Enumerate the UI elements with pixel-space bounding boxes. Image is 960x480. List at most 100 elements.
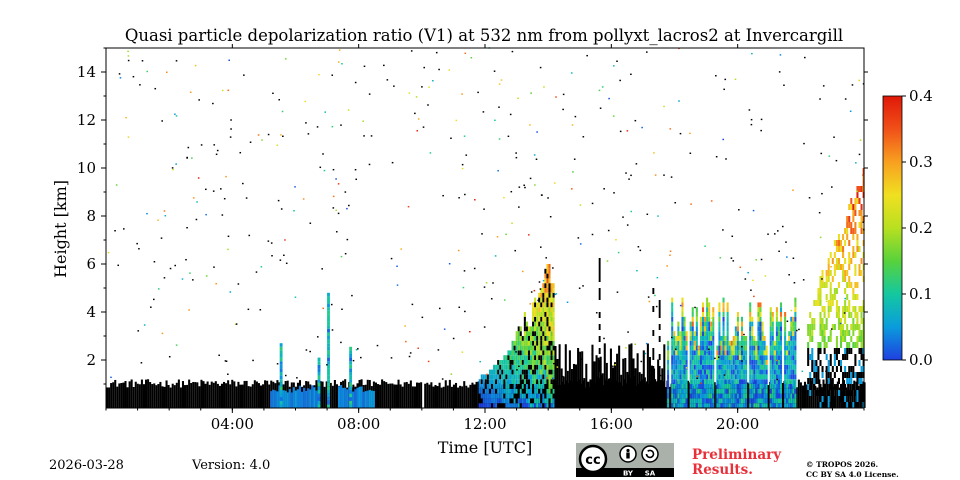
heatmap-cell-cloud bbox=[697, 374, 700, 380]
heatmap-cell-layer bbox=[827, 312, 830, 318]
heatmap-cell-cloud bbox=[499, 384, 502, 389]
heatmap-cell-cloud bbox=[706, 384, 709, 389]
heatmap-cell-boundary bbox=[329, 382, 332, 408]
heatmap-cell-cloud bbox=[708, 403, 711, 408]
heatmap-cell-cloud bbox=[779, 384, 783, 389]
heatmap-cell-cloud bbox=[792, 350, 795, 356]
heatmap-cell-boundary bbox=[465, 385, 468, 408]
heatmap-cell-boundary bbox=[852, 372, 855, 378]
heatmap-cell-cloud bbox=[757, 403, 760, 408]
heatmap-cell-boundary bbox=[116, 386, 119, 408]
heatmap-cell-cloud bbox=[540, 393, 543, 399]
heatmap-cell-cloud bbox=[786, 364, 789, 370]
heatmap-cell-cloud bbox=[788, 364, 791, 370]
heatmap-cell-cloud bbox=[530, 388, 533, 394]
heatmap-cell-cloud bbox=[532, 369, 535, 375]
heatmap-cell-cloud bbox=[503, 374, 506, 380]
heatmap-cell-boundary bbox=[829, 360, 832, 366]
heatmap-speck bbox=[223, 197, 226, 200]
heatmap-cell-boundary bbox=[858, 378, 861, 384]
heatmap-speck bbox=[225, 360, 228, 362]
heatmap-cell-layer bbox=[835, 336, 838, 342]
heatmap-cell-cloud bbox=[525, 388, 528, 394]
heatmap-cell-cloud bbox=[701, 321, 705, 327]
heatmap-cell-cloud bbox=[726, 369, 729, 375]
heatmap-speck bbox=[613, 192, 615, 194]
heatmap-speck bbox=[323, 169, 326, 172]
heatmap-speck bbox=[479, 360, 481, 363]
heatmap-cell-cloud bbox=[507, 369, 510, 375]
heatmap-cell-cloud bbox=[697, 355, 700, 360]
heatmap-cell-cloud bbox=[542, 331, 545, 336]
heatmap-cell-boundary bbox=[432, 386, 435, 408]
heatmap-speck bbox=[164, 215, 167, 217]
heatmap-cell-cloud bbox=[708, 398, 711, 404]
heatmap-cell-aerosol bbox=[309, 389, 312, 408]
heatmap-cell-layer bbox=[829, 330, 832, 336]
heatmap-cell-layer bbox=[819, 330, 822, 336]
heatmap-cell-cloud bbox=[540, 374, 543, 380]
heatmap-cell-layer bbox=[854, 204, 857, 210]
heatmap-cell-cloud bbox=[681, 312, 684, 317]
heatmap-cell-cloud bbox=[536, 316, 539, 322]
heatmap-cell-column bbox=[327, 400, 330, 405]
heatmap-cell-cloud bbox=[685, 350, 688, 356]
heatmap-cell-cloud bbox=[736, 336, 739, 341]
heatmap-cell-cloud bbox=[552, 297, 555, 303]
heatmap-cell-cloud bbox=[775, 345, 778, 351]
heatmap-cell-cloud bbox=[773, 403, 776, 408]
heatmap-cell-boundary bbox=[658, 300, 661, 306]
heatmap-cell-cloud bbox=[525, 350, 528, 356]
heatmap-cell-aerosol bbox=[370, 390, 373, 408]
heatmap-cell-boundary bbox=[132, 386, 135, 408]
heatmap-cell-layer bbox=[858, 210, 861, 216]
heatmap-cell-cloud bbox=[699, 350, 702, 356]
heatmap-cell-cloud bbox=[538, 360, 541, 365]
heatmap-cell-cloud bbox=[777, 369, 780, 375]
heatmap-speck bbox=[647, 296, 650, 298]
heatmap-cell-cloud bbox=[786, 403, 789, 408]
heatmap-speck bbox=[409, 352, 412, 354]
heatmap-speck bbox=[318, 73, 320, 76]
heatmap-cell-cloud bbox=[525, 321, 528, 327]
heatmap-speck bbox=[189, 272, 191, 274]
heatmap-speck bbox=[510, 190, 513, 193]
heatmap-cell-boundary bbox=[589, 379, 592, 408]
heatmap-cell-aerosol bbox=[346, 389, 349, 408]
heatmap-cell-cloud bbox=[540, 292, 543, 298]
heatmap-cell-boundary bbox=[827, 378, 830, 384]
heatmap-cell-cloud bbox=[755, 345, 758, 351]
heatmap-cell-cloud bbox=[718, 403, 721, 408]
heatmap-cell-boundary bbox=[620, 374, 623, 408]
heatmap-cell-cloud bbox=[763, 374, 766, 380]
heatmap-speck bbox=[859, 139, 862, 141]
heatmap-speck bbox=[118, 73, 121, 75]
heatmap-cell-layer bbox=[858, 222, 861, 228]
heatmap-speck bbox=[586, 54, 588, 57]
heatmap-cell-cloud bbox=[550, 316, 553, 322]
heatmap-cell-layer bbox=[835, 240, 838, 246]
heatmap-cell-cloud bbox=[513, 384, 516, 389]
heatmap-cell-cloud bbox=[540, 364, 543, 370]
heatmap-cell-column bbox=[279, 397, 283, 401]
heatmap-speck bbox=[393, 85, 395, 87]
heatmap-cell-boundary bbox=[848, 348, 851, 354]
heatmap-cell-boundary bbox=[803, 381, 807, 408]
heatmap-cell-boundary bbox=[829, 384, 832, 390]
heatmap-cell-boundary bbox=[598, 366, 601, 372]
heatmap-speck bbox=[441, 378, 444, 380]
heatmap-cell-column bbox=[349, 400, 353, 405]
heatmap-speck bbox=[821, 368, 824, 371]
heatmap-cell-layer bbox=[829, 336, 832, 342]
heatmap-speck bbox=[725, 158, 727, 160]
heatmap-cell-column bbox=[317, 390, 321, 394]
heatmap-cell-cloud bbox=[788, 403, 791, 408]
heatmap-cell-layer bbox=[848, 216, 851, 222]
heatmap-cell-boundary bbox=[190, 383, 193, 408]
heatmap-cell-cloud bbox=[513, 379, 516, 384]
heatmap-cell-cloud bbox=[730, 369, 733, 375]
heatmap-cell-cloud bbox=[730, 374, 733, 380]
heatmap-cell-cloud bbox=[536, 345, 539, 351]
heatmap-cell-cloud bbox=[497, 398, 500, 404]
heatmap-cell-cloud bbox=[538, 331, 541, 336]
